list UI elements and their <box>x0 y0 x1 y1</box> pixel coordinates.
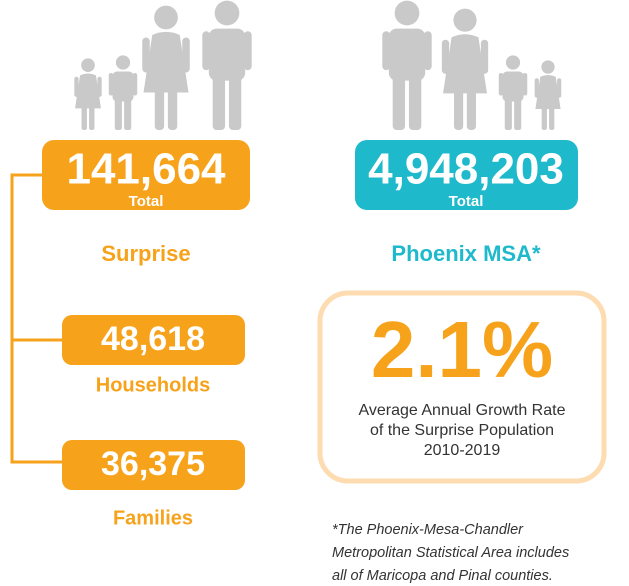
families-box <box>62 440 245 490</box>
region-name: Phoenix MSA* <box>391 241 541 266</box>
total-box <box>355 140 578 210</box>
families-value: 36,375 <box>101 445 205 483</box>
growth-value: 2.1% <box>371 305 553 394</box>
footnote: all of Maricopa and Pinal counties. <box>332 568 553 584</box>
growth-text: of the Surprise Population <box>370 422 554 439</box>
households-label: Households <box>96 374 210 396</box>
footnote: Metropolitan Statistical Area includes <box>332 545 569 561</box>
total-label: Total <box>129 193 164 210</box>
growth-box <box>317 290 607 484</box>
footnote: *The Phoenix-Mesa-Chandler <box>332 522 524 538</box>
total-value: 4,948,203 <box>368 145 564 194</box>
family-icon <box>382 0 562 130</box>
region-name: Surprise <box>101 241 190 266</box>
family-icon <box>74 0 252 130</box>
families-label: Families <box>113 507 193 529</box>
growth-text: 2010-2019 <box>424 442 501 459</box>
total-box <box>42 140 250 210</box>
households-box <box>62 315 245 365</box>
bracket <box>10 173 64 464</box>
total-label: Total <box>449 193 484 210</box>
growth-text: Average Annual Growth Rate <box>359 402 566 419</box>
households-value: 48,618 <box>101 320 205 358</box>
total-value: 141,664 <box>66 145 226 194</box>
